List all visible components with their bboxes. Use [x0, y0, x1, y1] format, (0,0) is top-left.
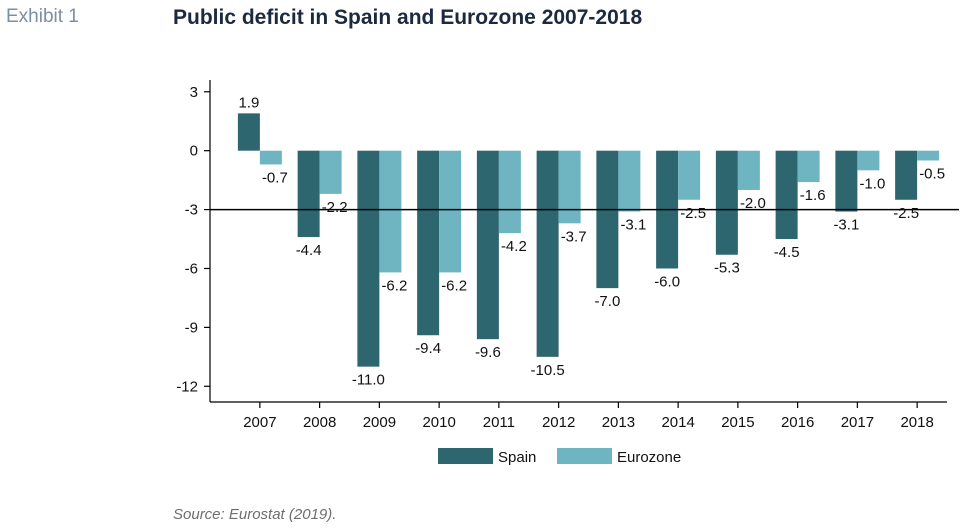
data-label: -10.5: [531, 362, 565, 379]
x-tick-label: 2013: [602, 414, 635, 431]
bar-spain: [536, 150, 559, 357]
bar-eurozone: [439, 150, 462, 273]
data-label: -0.7: [262, 169, 288, 186]
x-tick-label: 2012: [542, 414, 575, 431]
data-label: -4.5: [774, 244, 800, 261]
y-tick-label: -3: [185, 202, 198, 219]
x-tick-label: 2009: [363, 414, 396, 431]
data-label: -5.3: [714, 260, 740, 277]
y-tick-label: -12: [176, 378, 198, 395]
x-tick-label: 2010: [422, 414, 455, 431]
data-labels-layer: 1.9 -0.7 -4.4 -2.2 -11.0 -6.2 -9.4 -6.2 -9.6 -4.2…: [238, 94, 945, 388]
source-note: Source: Eurostat (2019).: [173, 506, 337, 523]
bar-spain: [297, 150, 320, 238]
legend: Spain Eurozone: [438, 448, 681, 466]
y-tick-label: 0: [190, 143, 198, 160]
data-label: -2.2: [322, 199, 348, 216]
data-label: -1.6: [800, 187, 826, 204]
x-tick-label: 2016: [781, 414, 814, 431]
data-label: -2.0: [740, 195, 766, 212]
bar-eurozone: [379, 150, 402, 273]
data-label: -6.2: [441, 277, 467, 294]
y-tick-label: -6: [185, 260, 198, 277]
bar-spain: [476, 150, 499, 340]
data-label: -0.5: [919, 166, 945, 183]
bar-eurozone: [857, 150, 880, 171]
x-tick-label: 2014: [661, 414, 694, 431]
bar-spain: [417, 150, 440, 336]
data-label: -7.0: [594, 293, 620, 310]
data-label: -4.2: [501, 238, 527, 255]
data-label: -9.6: [475, 344, 501, 361]
bar-eurozone: [678, 150, 701, 200]
chart-title: Public deficit in Spain and Eurozone 200…: [173, 6, 643, 29]
bar-eurozone: [558, 150, 581, 224]
y-axis: 3 0 -3 -6 -9 -12: [176, 80, 211, 402]
data-label: -3.7: [561, 228, 587, 245]
data-label: -11.0: [352, 372, 385, 389]
exhibit-label: Exhibit 1: [6, 6, 79, 27]
bar-spain: [715, 150, 738, 255]
legend-swatch: [557, 448, 612, 464]
bar-spain: [835, 150, 858, 212]
x-tick-label: 2018: [900, 414, 933, 431]
bar-eurozone: [797, 150, 820, 183]
bar-eurozone: [917, 150, 940, 161]
data-label: -9.4: [415, 340, 441, 357]
bars-layer: [237, 113, 940, 367]
x-tick-label: 2017: [841, 414, 874, 431]
bar-spain: [895, 150, 918, 200]
data-label: -2.5: [680, 205, 706, 222]
legend-item-eurozone: Eurozone: [557, 448, 681, 466]
bar-eurozone: [259, 150, 282, 165]
data-label: -6.0: [654, 273, 680, 290]
bar-eurozone: [737, 150, 760, 190]
data-label: -2.5: [893, 205, 919, 222]
x-tick-label: 2011: [483, 414, 515, 431]
x-tick-label: 2008: [303, 414, 336, 431]
bar-eurozone: [319, 150, 342, 194]
data-label: -3.1: [620, 217, 646, 234]
x-tick-label: 2007: [243, 414, 276, 431]
bar-spain: [596, 150, 619, 289]
legend-label: Eurozone: [617, 449, 681, 466]
x-axis: 2007 2008 2009 2010 2011 2012 2013 2014 2015 2016…: [210, 401, 947, 431]
bar-eurozone: [618, 150, 641, 212]
y-tick-label: -9: [185, 319, 198, 336]
x-tick-label: 2015: [721, 414, 754, 431]
bar-spain: [237, 113, 260, 151]
legend-swatch: [438, 448, 493, 464]
bar-spain: [357, 150, 380, 367]
data-label: -4.4: [296, 242, 322, 259]
legend-item-spain: Spain: [438, 448, 536, 466]
y-tick-label: 3: [190, 84, 198, 101]
data-label: 1.9: [238, 94, 259, 111]
bar-spain: [775, 150, 798, 240]
legend-label: Spain: [498, 449, 536, 466]
data-label: -3.1: [833, 217, 859, 234]
data-label: -1.0: [859, 175, 885, 192]
bar-eurozone: [498, 150, 521, 234]
data-label: -6.2: [381, 277, 407, 294]
